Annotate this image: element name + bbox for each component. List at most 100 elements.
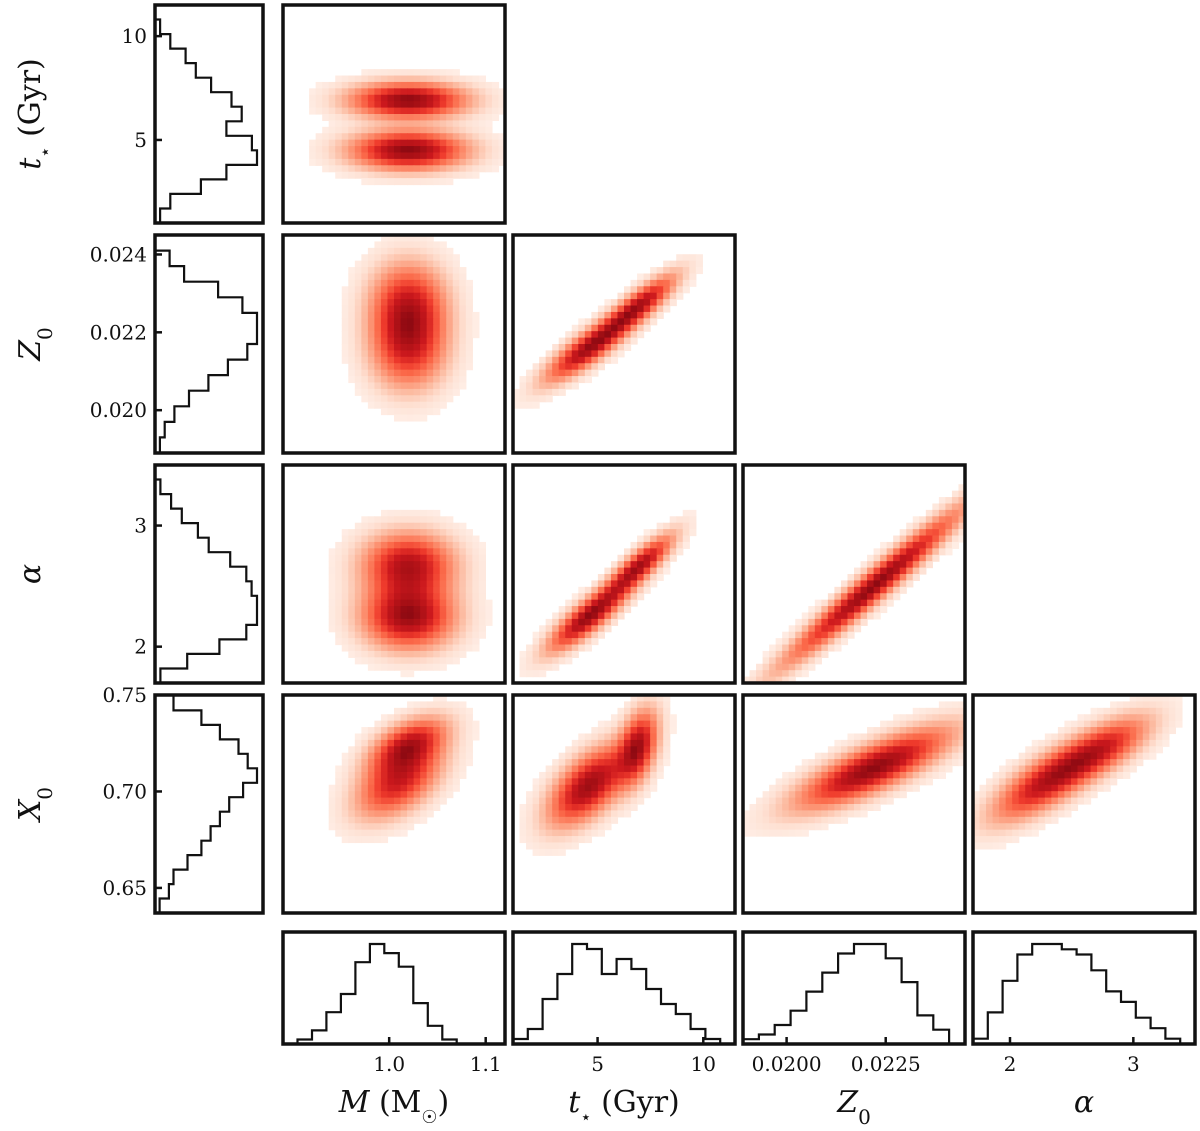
density-cell <box>867 733 875 741</box>
density-cell <box>433 574 441 582</box>
density-cell <box>354 522 362 530</box>
density-cell <box>788 657 796 665</box>
density-cell <box>919 720 927 728</box>
density-cell <box>643 739 651 747</box>
density-cell <box>775 816 783 824</box>
density-cell <box>400 580 408 588</box>
density-cell <box>452 618 460 626</box>
density-cell <box>808 625 816 633</box>
density-cell <box>374 369 382 377</box>
density-cell <box>400 529 408 537</box>
density-cell <box>584 791 592 799</box>
density-cell <box>498 107 506 115</box>
density-cell <box>361 388 369 396</box>
density-cell <box>979 823 987 831</box>
density-cell <box>814 612 822 620</box>
panel-frame <box>281 233 507 455</box>
density-cell <box>880 733 888 741</box>
density-cell <box>322 133 330 141</box>
density-cell <box>951 516 960 524</box>
density-cell <box>400 778 408 786</box>
density-cell <box>986 829 994 837</box>
density-cell <box>1077 765 1085 773</box>
joint-panel-t-Z0 <box>511 233 737 455</box>
density-cell <box>919 707 927 715</box>
density-cell <box>689 509 697 517</box>
density-cell <box>624 810 632 818</box>
density-cell <box>610 612 619 620</box>
density-cell <box>656 720 664 728</box>
density-cell <box>407 804 415 812</box>
density-cell <box>380 337 389 345</box>
density-cell <box>906 765 914 773</box>
density-cell <box>899 791 907 799</box>
density-cell <box>426 254 434 262</box>
histogram-line <box>155 696 259 915</box>
density-cell <box>433 75 441 83</box>
density-cell <box>413 356 421 364</box>
density-cell <box>433 133 441 141</box>
density-cell <box>650 695 658 703</box>
density-cell <box>899 759 907 767</box>
density-cell <box>899 574 907 582</box>
density-cell <box>433 522 441 530</box>
panel-frame <box>971 930 1197 1046</box>
density-cell <box>413 771 421 779</box>
density-cell <box>387 408 395 416</box>
density-cell <box>1044 739 1052 747</box>
density-cell <box>617 350 625 358</box>
density-cell <box>407 778 415 786</box>
density-cell <box>426 139 434 147</box>
density-cell <box>925 771 933 779</box>
density-cell <box>906 529 914 537</box>
density-cell <box>545 356 553 364</box>
density-cell <box>380 408 389 416</box>
density-cell <box>526 650 534 658</box>
density-cell <box>854 593 862 601</box>
density-cell <box>906 561 914 569</box>
density-cell <box>992 771 1000 779</box>
density-cell <box>413 133 421 141</box>
density-cell <box>578 625 586 633</box>
density-cell <box>1070 752 1079 760</box>
density-cell <box>413 81 421 89</box>
density-cell <box>407 529 415 537</box>
density-cell <box>335 593 343 601</box>
density-cell <box>650 561 658 569</box>
density-cell <box>689 522 697 530</box>
density-cell <box>1025 816 1033 824</box>
density-cell <box>433 337 441 345</box>
density-cell <box>1110 733 1118 741</box>
density-cell <box>459 606 467 614</box>
density-cell <box>374 350 382 358</box>
density-cell <box>532 791 540 799</box>
density-cell <box>367 350 376 358</box>
density-cell <box>426 318 434 326</box>
density-cell <box>407 554 415 562</box>
density-cell <box>867 804 875 812</box>
density-cell <box>624 554 632 562</box>
density-cell <box>992 778 1000 786</box>
density-cell <box>367 739 376 747</box>
density-cell <box>380 771 389 779</box>
density-cell <box>1031 829 1039 837</box>
density-cell <box>452 107 460 115</box>
density-cell <box>637 733 645 741</box>
density-cell <box>433 376 441 384</box>
density-cell <box>439 663 447 671</box>
density-cell <box>348 369 356 377</box>
density-cell <box>526 376 534 384</box>
density-cell <box>426 650 434 658</box>
density-cell <box>637 535 645 543</box>
density-cell <box>637 752 645 760</box>
density-cell <box>932 509 940 517</box>
density-cell <box>413 158 421 166</box>
density-cell <box>762 791 770 799</box>
density-cell <box>578 784 586 792</box>
density-cell <box>387 395 395 403</box>
density-cell <box>361 631 369 639</box>
density-cell <box>465 165 473 173</box>
density-cell <box>526 644 534 652</box>
density-cell <box>1090 714 1098 722</box>
density-cell <box>335 771 343 779</box>
